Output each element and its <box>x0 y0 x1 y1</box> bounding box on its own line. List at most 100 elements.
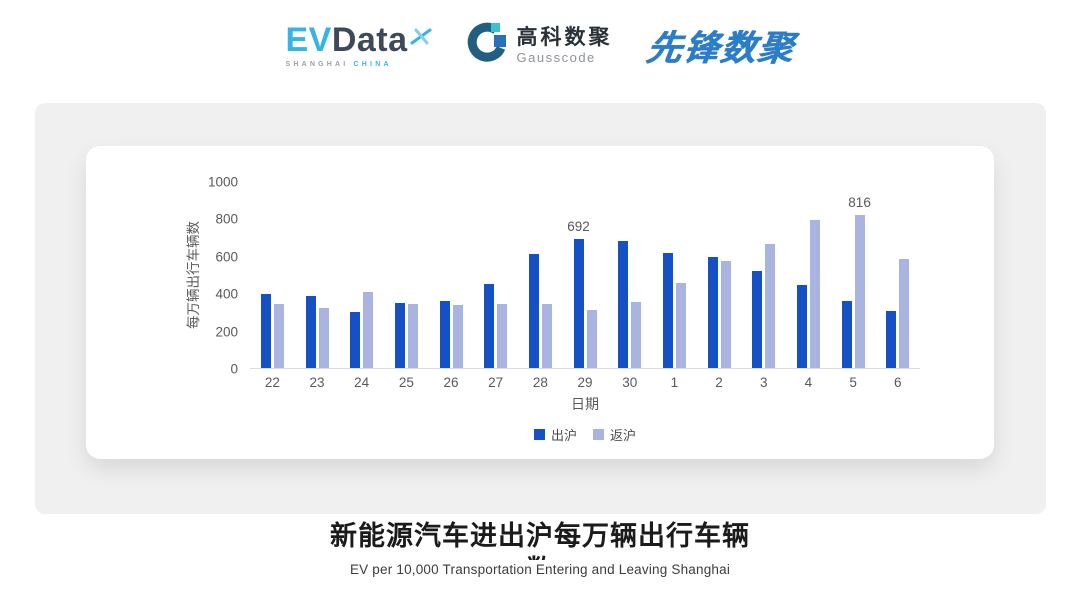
bar-返沪-22 <box>273 303 284 368</box>
bar-group-1 <box>652 253 697 368</box>
bar-出沪-4 <box>796 284 807 368</box>
bar-出沪-2 <box>707 256 718 368</box>
footer: 新能源汽车进出沪每万辆出行车辆数 EV per 10,000 Transport… <box>0 519 1080 577</box>
bar-chart: 每万辆出行车辆数 0 200 400 600 800 1000 692 816 22 23 24 2… <box>186 175 920 444</box>
bar-返沪-3 <box>765 243 776 368</box>
x-tick-label: 26 <box>443 375 459 390</box>
x-axis-ticks: 22 23 24 25 26 27 28 29 30 1 2 3 4 5 6 <box>250 375 920 390</box>
bar-返沪-29 <box>586 310 597 368</box>
legend-label: 出沪 <box>550 428 577 443</box>
x-tick-label: 2 <box>715 375 723 390</box>
bar-group-28 <box>518 253 563 368</box>
y-tick-label: 1000 <box>207 174 238 190</box>
bar-出沪-25 <box>394 302 405 368</box>
x-spark-icon <box>410 19 432 53</box>
chart-card: 每万辆出行车辆数 0 200 400 600 800 1000 692 816 22 23 24 2… <box>86 146 994 459</box>
bar-出沪-1 <box>662 253 673 368</box>
bar-出沪-23 <box>305 296 316 368</box>
bar-出沪-3 <box>752 270 763 368</box>
x-tick-label: 24 <box>354 375 370 390</box>
x-tick-label: 25 <box>398 375 414 390</box>
bar-group-22 <box>250 294 295 368</box>
legend-item-出沪[interactable]: 出沪 <box>533 425 577 444</box>
gausscode-text: 高科数聚 Gausscode <box>517 27 613 64</box>
chart-title-en: EV per 10,000 Transportation Entering an… <box>349 562 731 577</box>
evdata-ev-text: EV <box>285 20 332 59</box>
y-tick-label: 800 <box>215 211 238 227</box>
evdata-logo: EV Data SHANGHAI CHINA <box>285 20 432 68</box>
bar-返沪-26 <box>452 305 463 368</box>
bar-出沪-24 <box>350 311 361 368</box>
bar-返沪-5: 816 <box>848 195 871 368</box>
x-tick-label: 3 <box>759 375 768 390</box>
y-tick-label: 200 <box>215 324 238 340</box>
bar-group-24 <box>339 292 384 368</box>
plot-area: 每万辆出行车辆数 0 200 400 600 800 1000 692 816 <box>186 175 920 377</box>
bar-出沪-29: 692 <box>567 219 590 368</box>
bar-group-25 <box>384 302 429 368</box>
x-tick-label: 30 <box>622 375 638 390</box>
header-logos: EV Data SHANGHAI CHINA <box>0 12 1080 78</box>
x-axis-title: 日期 <box>571 396 599 412</box>
bar-返沪-27 <box>497 303 508 368</box>
bar-出沪-6 <box>886 311 897 368</box>
y-axis-title: 每万辆出行车辆数 <box>186 221 201 329</box>
x-tick-label: 28 <box>532 375 548 390</box>
bar-返沪-30 <box>631 301 642 368</box>
bar-出沪-22 <box>260 294 271 368</box>
legend-swatch-icon <box>593 429 604 440</box>
evdata-shanghai-text: SHANGHAI <box>285 60 349 68</box>
chart-title-cn: 新能源汽车进出沪每万辆出行车辆数 <box>330 521 750 560</box>
bar-group-4 <box>786 220 831 368</box>
data-label: 816 <box>848 195 871 211</box>
x-tick-label: 1 <box>670 375 679 390</box>
bar-返沪-28 <box>541 304 552 368</box>
bar-group-2 <box>697 256 742 368</box>
x-tick-label: 23 <box>309 375 325 390</box>
bar-group-27 <box>473 283 518 368</box>
x-tick-label: 29 <box>577 375 593 390</box>
bar-返沪-23 <box>318 308 329 368</box>
g-ring-icon <box>466 21 508 70</box>
x-tick-label: 6 <box>893 375 902 390</box>
bar-出沪-28 <box>528 253 539 368</box>
evdata-subline: SHANGHAI CHINA <box>285 61 431 68</box>
evdata-data-text: Data <box>331 20 408 59</box>
bar-返沪-6 <box>899 258 910 368</box>
y-tick-label: 400 <box>215 286 238 302</box>
bar-返沪-24 <box>363 292 374 368</box>
bar-group-23 <box>295 296 340 368</box>
bar-出沪-27 <box>484 283 495 368</box>
chart-legend: 出沪 返沪 <box>250 425 920 444</box>
bar-出沪-26 <box>439 300 450 368</box>
bar-group-3 <box>741 243 786 368</box>
gausscode-cn-text: 高科数聚 <box>516 25 613 49</box>
bar-group-26 <box>429 300 474 368</box>
data-label: 692 <box>567 218 590 234</box>
bar-出沪-30 <box>618 240 629 368</box>
y-tick-label: 0 <box>230 361 238 377</box>
bar-返沪-1 <box>675 282 686 368</box>
y-tick-label: 600 <box>215 249 238 265</box>
xianfeng-logo: 先锋数聚 <box>643 20 798 71</box>
evdata-wordmark: EV Data <box>285 20 432 59</box>
bar-group-6 <box>875 258 920 368</box>
bar-group-30 <box>607 240 652 368</box>
legend-item-返沪[interactable]: 返沪 <box>593 425 636 444</box>
xianfeng-text: 先锋数聚 <box>643 28 797 68</box>
gausscode-logo: 高科数聚 Gausscode <box>466 21 613 70</box>
x-tick-label: 27 <box>488 375 504 390</box>
bar-出沪-5 <box>841 300 852 368</box>
legend-swatch-icon <box>533 429 545 440</box>
bar-返沪-4 <box>809 220 820 368</box>
bar-group-5: 816 <box>831 195 876 368</box>
evdata-china-text: CHINA <box>353 60 392 68</box>
x-tick-label: 4 <box>804 375 813 390</box>
legend-label: 返沪 <box>610 428 637 443</box>
x-tick-label: 22 <box>264 375 280 390</box>
gausscode-en-text: Gausscode <box>516 49 596 65</box>
bar-group-29: 692 <box>563 219 608 368</box>
bar-返沪-25 <box>407 304 418 368</box>
x-tick-label: 5 <box>849 375 857 390</box>
